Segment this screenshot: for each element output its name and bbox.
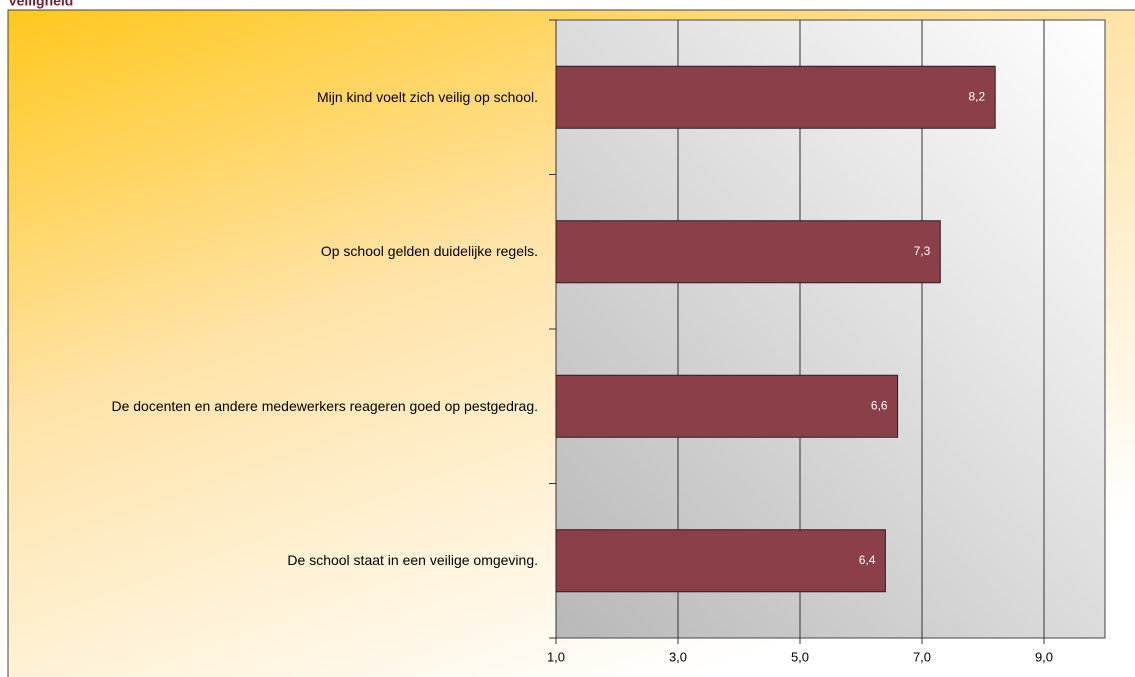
bar bbox=[555, 220, 941, 284]
category-text: Op school gelden duidelijke regels. bbox=[320, 243, 538, 260]
value-label: 7,3 bbox=[914, 244, 931, 258]
category-text: De docenten en andere medewerkers reager… bbox=[111, 397, 538, 414]
y-tick-label: De school staat in een veilige omgeving. bbox=[20, 536, 538, 586]
x-tick-label: 7,0 bbox=[913, 649, 931, 664]
y-tick-label: De docenten en andere medewerkers reager… bbox=[20, 381, 538, 431]
bar bbox=[555, 374, 899, 438]
y-tick-label: Mijn kind voelt zich veilig op school. bbox=[20, 72, 538, 122]
x-tick-label: 1,0 bbox=[547, 649, 565, 664]
category-text: Mijn kind voelt zich veilig op school. bbox=[317, 88, 538, 105]
value-label: 6,4 bbox=[859, 553, 876, 567]
x-tick-label: 5,0 bbox=[791, 649, 809, 664]
y-tick-label: Op school gelden duidelijke regels. bbox=[20, 227, 538, 277]
category-text: De school staat in een veilige omgeving. bbox=[287, 552, 538, 569]
chart-title: Veiligheid bbox=[8, 0, 73, 9]
value-label: 8,2 bbox=[969, 89, 986, 103]
value-label: 6,6 bbox=[871, 398, 888, 412]
bar bbox=[555, 65, 996, 129]
bar bbox=[555, 529, 886, 593]
x-tick-label: 3,0 bbox=[669, 649, 687, 664]
x-tick-label: 9,0 bbox=[1035, 649, 1053, 664]
